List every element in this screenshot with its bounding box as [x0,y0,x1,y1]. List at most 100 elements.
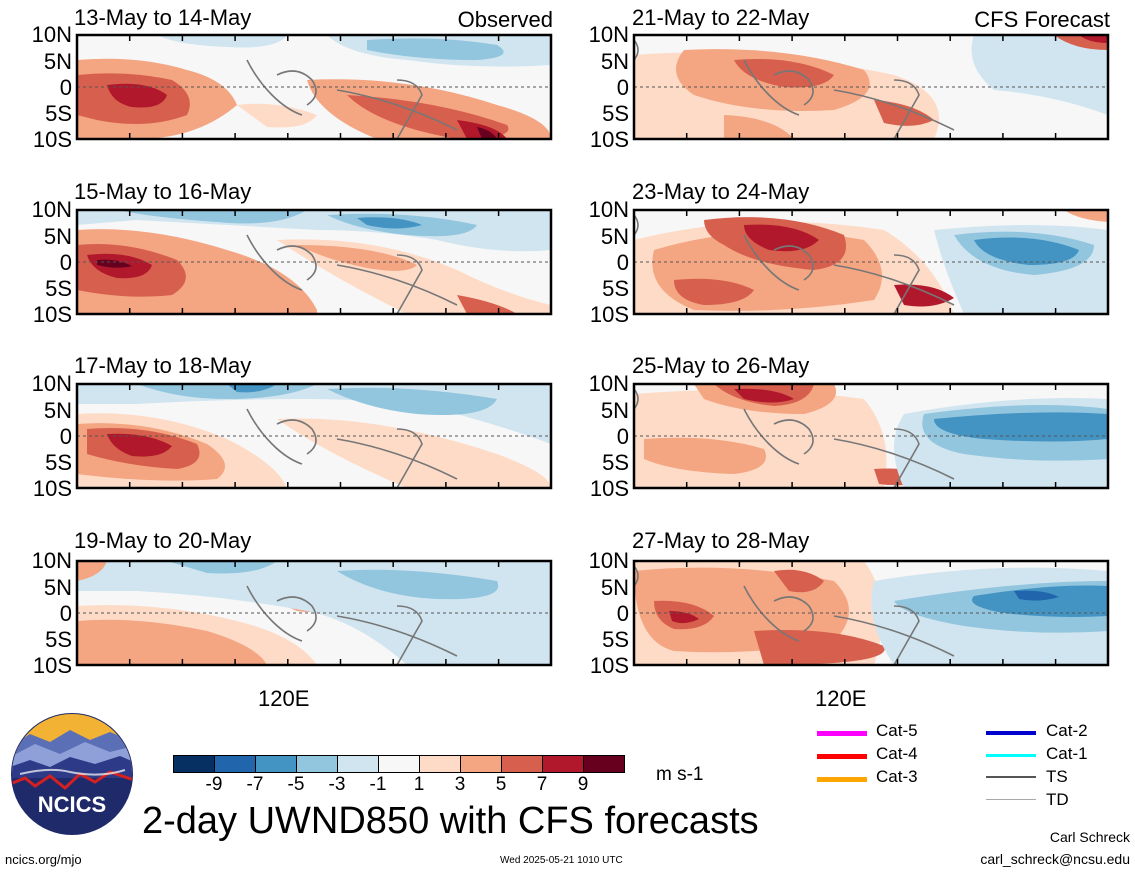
map-fc4 [634,561,1108,665]
lat-label: 10N [31,22,72,47]
colorbar-swatch [214,755,256,773]
panel-title: 23-May to 24-May [632,179,810,204]
lon-label-left: 120E [258,686,310,711]
colorbar-swatch [419,755,461,773]
main-title: 2-day UWND850 with CFS forecasts [142,800,759,842]
panel-title: 25-May to 26-May [632,353,810,378]
map-obs3 [77,384,551,488]
colorbar-swatch [378,755,420,773]
colorbar-tick-label: 7 [536,774,548,795]
colorbar-swatch [296,755,338,773]
lat-label: 5S [45,276,72,301]
lat-label: 0 [616,75,629,100]
legend-label: TS [1046,767,1068,786]
legend-label: Cat-2 [1046,721,1088,740]
colorbar-tick-label: -9 [205,774,223,795]
lat-label: 5S [45,627,72,652]
lat-label: 10N [588,197,629,222]
legend-label: TD [1046,790,1069,809]
lat-label: 10N [588,371,629,396]
lat-label: 5S [602,101,629,126]
colorbar-tick-label: 3 [454,774,466,795]
lat-label: 0 [616,250,629,275]
lat-label: 5S [45,450,72,475]
lon-label-right: 120E [815,686,867,711]
lat-label: 10S [589,302,629,327]
colorbar-units: m s-1 [656,764,704,785]
lat-label: 5N [600,224,629,249]
footer-url[interactable]: ncics.org/mjo [5,852,82,867]
colorbar-swatch [460,755,502,773]
lat-label: 5N [43,575,72,600]
colorbar-tick-label: -3 [328,774,346,795]
lat-label: 10N [588,548,629,573]
lat-label: 10N [31,548,72,573]
legend-label: Cat-1 [1046,744,1088,763]
cat5-swatch [817,731,867,736]
legend-label: Cat-4 [876,744,918,763]
lat-label: 5N [600,398,629,423]
lat-label: 10S [589,127,629,152]
lat-label: 5N [43,398,72,423]
lat-label: 5N [600,575,629,600]
lat-label: 5N [43,49,72,74]
map-obs4 [77,561,551,665]
panel-title: 27-May to 28-May [632,528,810,553]
observed-tag: Observed [457,7,553,32]
footer-author: Carl Schreck [1049,829,1130,845]
logo-text: NCICS [38,792,106,817]
colorbar-swatch [501,755,543,773]
map-fc3 [634,384,1108,488]
lat-label: 10N [31,371,72,396]
lat-label: 10S [32,476,72,501]
lat-label: 0 [59,75,72,100]
map-fc1 [634,35,1108,139]
lat-label: 5S [45,101,72,126]
lat-label: 10S [32,302,72,327]
footer-email[interactable]: carl_schreck@ncsu.edu [980,851,1130,867]
colorbar-tick-label: 5 [495,774,507,795]
forecast-tag: CFS Forecast [974,7,1110,32]
colorbar-tick-label: -7 [246,774,264,795]
lat-label: 0 [616,424,629,449]
lat-label: 5S [602,450,629,475]
colorbar-tick-label: -1 [369,774,387,795]
lat-label: 0 [59,250,72,275]
colorbar-tick-label: -5 [287,774,305,795]
panel-title: 21-May to 22-May [632,5,810,30]
colorbar-tick-label: 9 [577,774,589,795]
map-obs2 [77,210,551,314]
panel-title: 19-May to 20-May [74,528,252,553]
ts-swatch [986,776,1036,778]
td-swatch [986,799,1036,800]
lat-label: 0 [616,601,629,626]
panel-title: 13-May to 14-May [74,5,252,30]
lat-label: 10S [32,127,72,152]
colorbar-swatch [583,755,625,773]
cat2-swatch [986,731,1036,735]
cat1-swatch [986,754,1036,757]
lat-label: 10N [31,197,72,222]
lat-label: 5S [602,627,629,652]
lat-label: 10N [588,22,629,47]
ncics-logo: NCICS [10,712,134,836]
lat-label: 0 [59,424,72,449]
panel-title: 15-May to 16-May [74,179,252,204]
map-fc2 [634,210,1108,314]
lat-label: 10S [32,653,72,678]
lat-label: 0 [59,601,72,626]
lat-label: 5S [602,276,629,301]
lat-label: 10S [589,476,629,501]
colorbar-swatch [255,755,297,773]
map-obs1 [77,35,551,139]
legend-label: Cat-3 [876,767,918,786]
cat4-swatch [817,754,867,759]
lat-label: 5N [43,224,72,249]
colorbar-swatch [542,755,584,773]
legend-label: Cat-5 [876,721,918,740]
colorbar-tick-label: 1 [413,774,425,795]
footer-timestamp: Wed 2025-05-21 1010 UTC [500,855,623,866]
cat3-swatch [817,777,867,782]
colorbar-swatch [173,755,215,773]
